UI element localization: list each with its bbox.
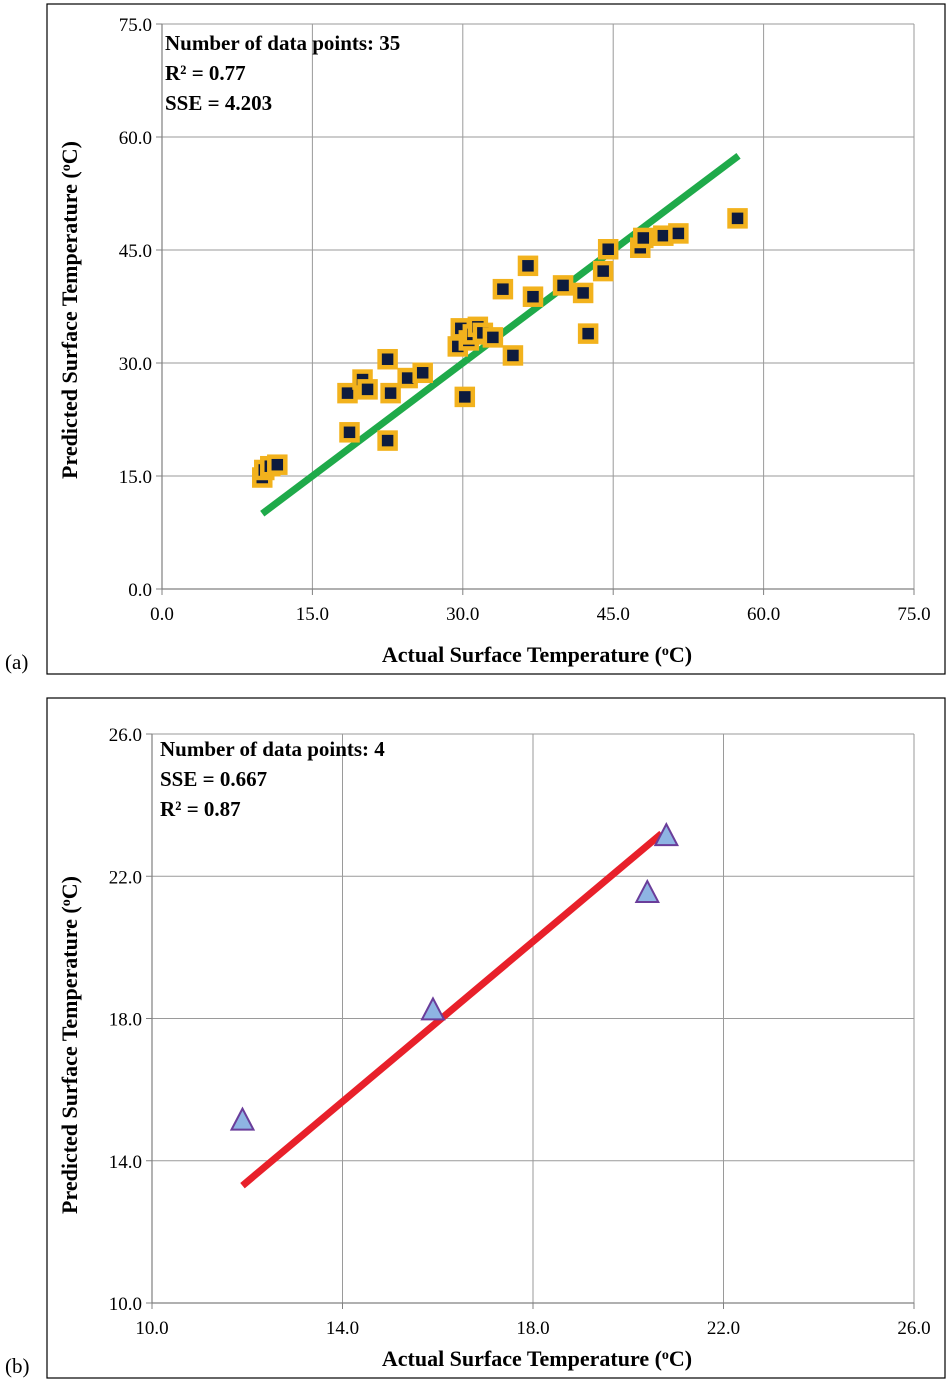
panel-a-x-tick-label: 15.0 [296, 604, 329, 625]
panel-a-x-tick-label: 0.0 [150, 604, 174, 625]
panel-b-annotation-sse: SSE = 0.667 [160, 767, 267, 791]
panel-b-data-point [420, 996, 446, 1021]
panel-b-trend-line [240, 830, 664, 1189]
panel-b-x-tick-label: 10.0 [135, 1318, 168, 1339]
panel-a-annotation-r2: R² = 0.77 [165, 61, 246, 85]
panel-a-y-tick-label: 45.0 [119, 241, 152, 262]
panel-a-data-point [339, 422, 360, 443]
panel-a-data-point [454, 386, 476, 408]
panel-b-y-tick-label: 18.0 [109, 1010, 142, 1031]
panel-a-data-point [572, 282, 594, 304]
panel-b-x-tick-label: 18.0 [516, 1318, 549, 1339]
panel-a-y-tick-label: 0.0 [128, 580, 152, 601]
panel-a-data-point [727, 208, 748, 229]
panel-a-y-tick-label: 15.0 [119, 467, 152, 488]
panel-b-data-point [634, 878, 660, 904]
panel-a-data-point [492, 278, 514, 300]
panel-a-y-tick-label: 60.0 [119, 128, 152, 149]
panel-a-data-point [412, 362, 433, 384]
panel-a-data-point [380, 382, 401, 404]
panel-a-x-tick-label: 60.0 [747, 604, 780, 625]
panel-a-data-point [517, 255, 539, 277]
panel-a-data-point [552, 275, 574, 296]
panel-a-y-tick-label: 30.0 [119, 354, 152, 375]
panel-b-y-tick-label: 10.0 [109, 1294, 142, 1315]
panel-a-data-point [597, 238, 619, 260]
panel-a-data-point [633, 227, 654, 249]
panel-a-data-point [267, 454, 288, 475]
panel-b-y-tick-label: 26.0 [109, 725, 142, 746]
panel-a-x-tick-label: 30.0 [446, 604, 479, 625]
panel-a-plot: 0.0 15.0 30.0 45.0 60.0 75.0 0.0 15.0 30.0 45.0 60… [119, 15, 931, 625]
panel-b-x-tick-label: 14.0 [326, 1318, 359, 1339]
panel-a-x-axis-title: Actual Surface Temperature (oC) [382, 642, 692, 667]
panel-a-annotation-count: Number of data points: 35 [165, 31, 400, 55]
panel-a-data-point [592, 260, 614, 282]
panel-a-data-point [377, 430, 398, 451]
panel-b-plot: 10.0 14.0 18.0 22.0 26.0 10.0 14.0 18.0 22.0 26.0 [109, 725, 931, 1339]
panel-a-data-point [377, 348, 398, 370]
panel-a-data-point [668, 223, 689, 244]
panel-a-data-point [337, 382, 358, 404]
panel-a-frame [46, 3, 946, 675]
panel-a-x-tick-label: 75.0 [897, 604, 930, 625]
panel-a-data-point [502, 345, 524, 366]
panel-b-data-point [653, 821, 680, 847]
panel-b-label: (b) [5, 1354, 30, 1378]
panel-b-x-tick-label: 22.0 [707, 1318, 740, 1339]
panel-a-y-tick-label: 75.0 [119, 15, 152, 36]
panel-b-frame [46, 697, 946, 1379]
panel-b-y-axis-title: Predicted Surface Temperature (oC) [57, 876, 82, 1214]
panel-b-annotation-r2: R² = 0.87 [160, 797, 241, 821]
panel-b-y-tick-label: 22.0 [109, 867, 142, 888]
panel-a-annotation-sse: SSE = 4.203 [165, 91, 272, 115]
panel-a-label: (a) [5, 650, 28, 674]
panel-b-y-tick-label: 14.0 [109, 1152, 142, 1173]
panel-b-annotation-count: Number of data points: 4 [160, 737, 385, 761]
panel-a-x-tick-label: 45.0 [597, 604, 630, 625]
panel-a-data-point [577, 323, 599, 344]
panel-b-x-axis-title: Actual Surface Temperature (oC) [382, 1346, 692, 1371]
panel-b-x-tick-label: 26.0 [897, 1318, 930, 1339]
panel-a-data-point [522, 286, 544, 307]
panel-a-data-point [482, 327, 504, 348]
panel-a-data-point [357, 379, 378, 400]
panel-a-y-axis-title: Predicted Surface Temperature (oC) [57, 141, 82, 479]
panel-b-data-point [229, 1106, 256, 1131]
